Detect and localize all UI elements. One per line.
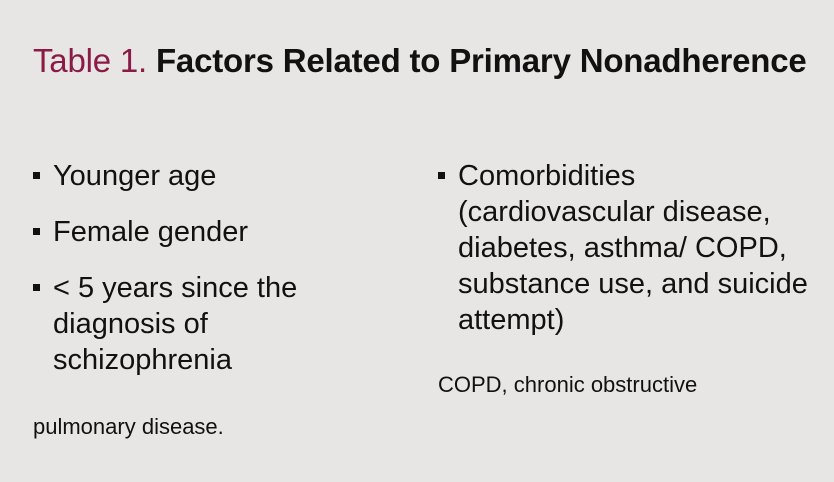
list-item: Female gender (33, 214, 423, 250)
bullet-icon (33, 172, 40, 179)
list-item: < 5 years since the diagnosis of schizop… (33, 270, 353, 378)
table-title-text: Factors Related to Primary Nonadherence (155, 42, 807, 79)
bullet-icon (33, 284, 40, 291)
list-item-text: Comorbidities (cardiovascular disease, d… (458, 160, 808, 336)
bullet-icon (33, 228, 40, 235)
list-item: Comorbidities (cardiovascular disease, d… (438, 158, 818, 338)
footnote-line-2: pulmonary disease. (33, 414, 224, 439)
list-item-text: Younger age (53, 160, 217, 192)
bullet-icon (438, 172, 445, 179)
table-title: Table 1. Factors Related to Primary Nona… (33, 43, 813, 78)
list-item: Younger age (33, 158, 423, 194)
table-number-label: Table 1. (33, 42, 147, 79)
list-item-text: Female gender (53, 216, 249, 248)
footnote-line-1: COPD, chronic obstructive (438, 372, 698, 397)
factor-list-left: Younger age Female gender < 5 years sinc… (33, 158, 423, 398)
factor-list-right: Comorbidities (cardiovascular disease, d… (438, 158, 828, 358)
list-item-text: < 5 years since the diagnosis of schizop… (53, 272, 298, 376)
